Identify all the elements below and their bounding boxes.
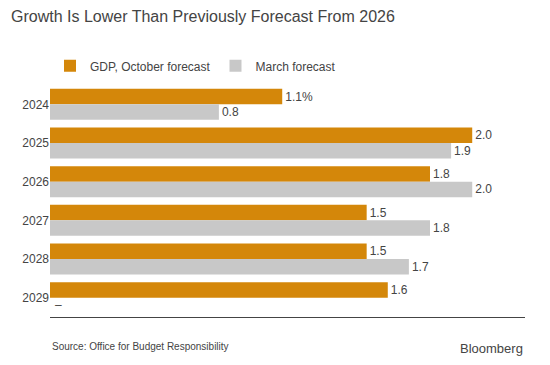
svg-text:2.0: 2.0 xyxy=(475,128,492,142)
svg-text:1.6: 1.6 xyxy=(391,283,408,297)
svg-text:0.8: 0.8 xyxy=(222,105,239,119)
svg-text:–: – xyxy=(55,298,62,312)
svg-text:1.5: 1.5 xyxy=(370,206,387,220)
svg-text:1.5: 1.5 xyxy=(370,244,387,258)
svg-text:Bloomberg: Bloomberg xyxy=(460,341,523,356)
svg-text:March forecast: March forecast xyxy=(255,60,335,74)
svg-text:1.8: 1.8 xyxy=(433,221,450,235)
svg-text:Growth Is Lower Than Previousl: Growth Is Lower Than Previously Forecast… xyxy=(11,8,395,25)
svg-text:2024: 2024 xyxy=(22,98,49,112)
svg-text:2029: 2029 xyxy=(22,291,49,305)
svg-text:Source: Office for Budget Resp: Source: Office for Budget Responsibility xyxy=(52,341,229,352)
svg-text:2026: 2026 xyxy=(22,175,49,189)
svg-text:2028: 2028 xyxy=(22,252,49,266)
svg-text:2027: 2027 xyxy=(22,214,49,228)
svg-text:2025: 2025 xyxy=(22,136,49,150)
svg-text:2.0: 2.0 xyxy=(475,182,492,196)
svg-text:1.8: 1.8 xyxy=(433,167,450,181)
svg-text:1.1%: 1.1% xyxy=(285,90,313,104)
svg-text:GDP, October forecast: GDP, October forecast xyxy=(90,60,210,74)
svg-text:1.9: 1.9 xyxy=(454,144,471,158)
svg-text:1.7: 1.7 xyxy=(412,260,429,274)
